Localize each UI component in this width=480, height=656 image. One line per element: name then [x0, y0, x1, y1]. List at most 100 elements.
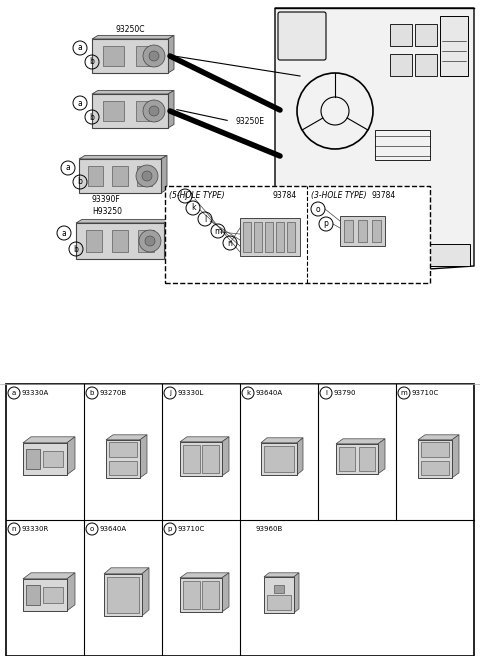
- Bar: [180, 441, 222, 476]
- Bar: [340, 216, 385, 246]
- Text: b: b: [73, 245, 78, 253]
- Bar: [264, 446, 294, 472]
- Text: 93330A: 93330A: [22, 390, 49, 396]
- Text: b: b: [90, 112, 95, 121]
- Bar: [180, 578, 222, 612]
- Polygon shape: [275, 8, 474, 273]
- Bar: [339, 447, 355, 471]
- Bar: [440, 16, 468, 76]
- Bar: [264, 577, 294, 613]
- Text: 93330L: 93330L: [178, 390, 204, 396]
- Circle shape: [139, 230, 161, 252]
- Text: n: n: [228, 239, 232, 247]
- Text: 93784: 93784: [372, 191, 396, 200]
- Polygon shape: [104, 568, 149, 574]
- Polygon shape: [142, 568, 149, 616]
- Text: k: k: [191, 203, 195, 213]
- Bar: [390, 54, 412, 76]
- Text: 93250C: 93250C: [115, 25, 145, 34]
- Polygon shape: [92, 35, 174, 39]
- Bar: [240, 218, 300, 256]
- Polygon shape: [264, 573, 299, 577]
- Bar: [112, 230, 128, 252]
- Text: (5-HOLE TYPE): (5-HOLE TYPE): [169, 191, 225, 200]
- Polygon shape: [67, 437, 75, 475]
- Text: p: p: [168, 526, 172, 532]
- Bar: [415, 54, 437, 76]
- Bar: [106, 440, 140, 478]
- Polygon shape: [67, 573, 75, 611]
- Text: a: a: [78, 98, 83, 108]
- Polygon shape: [261, 438, 303, 443]
- Bar: [92, 39, 168, 73]
- Bar: [276, 222, 284, 252]
- Bar: [92, 94, 168, 128]
- Bar: [112, 166, 128, 186]
- Circle shape: [145, 236, 155, 246]
- Bar: [202, 581, 219, 609]
- Polygon shape: [23, 573, 75, 579]
- Polygon shape: [222, 573, 229, 612]
- Bar: [138, 230, 155, 252]
- Text: 93640A: 93640A: [100, 526, 127, 532]
- Polygon shape: [164, 219, 170, 259]
- Bar: [254, 222, 262, 252]
- Bar: [43, 451, 63, 467]
- Bar: [88, 166, 103, 186]
- Bar: [109, 461, 137, 475]
- Polygon shape: [168, 35, 174, 73]
- Text: o: o: [316, 205, 320, 213]
- Circle shape: [143, 45, 165, 67]
- Text: 93390F: 93390F: [92, 195, 121, 205]
- Bar: [336, 444, 378, 474]
- Bar: [267, 596, 291, 610]
- Polygon shape: [180, 437, 229, 441]
- Text: 93270B: 93270B: [100, 390, 127, 396]
- Polygon shape: [297, 438, 303, 475]
- Bar: [43, 587, 63, 603]
- Bar: [103, 46, 124, 66]
- Text: 93250E: 93250E: [235, 117, 264, 125]
- Polygon shape: [79, 155, 167, 159]
- Bar: [375, 130, 430, 160]
- Bar: [372, 220, 381, 242]
- Bar: [390, 24, 412, 46]
- Bar: [202, 445, 219, 473]
- Text: m: m: [401, 390, 408, 396]
- Polygon shape: [106, 435, 147, 440]
- Text: n: n: [12, 526, 16, 532]
- Circle shape: [136, 165, 158, 187]
- Bar: [287, 222, 295, 252]
- Text: l: l: [204, 215, 206, 224]
- Bar: [79, 159, 161, 193]
- Bar: [275, 244, 470, 266]
- Text: j: j: [169, 390, 171, 396]
- Bar: [85, 230, 102, 252]
- Polygon shape: [161, 155, 167, 193]
- FancyBboxPatch shape: [278, 12, 326, 60]
- Bar: [6, 384, 474, 656]
- Text: j: j: [184, 192, 186, 201]
- Text: a: a: [66, 163, 71, 173]
- Polygon shape: [378, 439, 385, 474]
- Bar: [261, 443, 297, 475]
- Bar: [165, 186, 430, 283]
- Text: H93250: H93250: [92, 207, 122, 216]
- Bar: [107, 577, 139, 613]
- Bar: [23, 579, 67, 611]
- Polygon shape: [418, 435, 459, 440]
- Polygon shape: [294, 573, 299, 613]
- Text: a: a: [61, 228, 66, 237]
- Polygon shape: [180, 573, 229, 578]
- Text: 93710C: 93710C: [412, 390, 439, 396]
- Circle shape: [142, 171, 152, 181]
- Text: k: k: [246, 390, 250, 396]
- Bar: [358, 220, 367, 242]
- Bar: [23, 443, 67, 475]
- Polygon shape: [140, 435, 147, 478]
- Polygon shape: [222, 437, 229, 476]
- Circle shape: [149, 51, 159, 61]
- Bar: [418, 440, 452, 478]
- Text: b: b: [90, 390, 94, 396]
- Bar: [359, 447, 375, 471]
